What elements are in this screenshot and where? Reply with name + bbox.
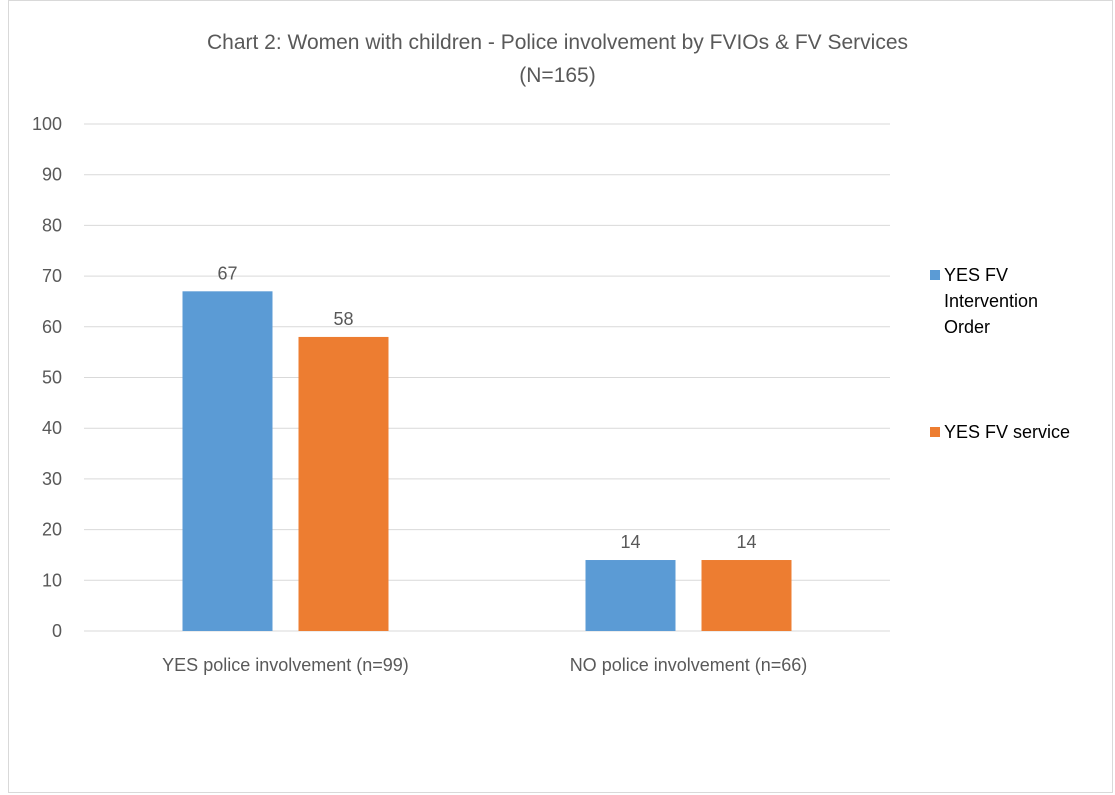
x-tick-label: NO police involvement (n=66) xyxy=(570,655,808,675)
data-label: 14 xyxy=(620,532,640,552)
y-tick-label: 20 xyxy=(42,520,62,540)
data-label: 58 xyxy=(333,309,353,329)
y-tick-label: 40 xyxy=(42,418,62,438)
legend-label-fv-service: YES FV service xyxy=(944,422,1071,442)
data-label: 14 xyxy=(736,532,756,552)
chart-subtitle: (N=165) xyxy=(519,64,596,87)
y-tick-label: 80 xyxy=(42,215,62,235)
y-tick-label: 10 xyxy=(42,570,62,590)
y-tick-label: 50 xyxy=(42,368,62,388)
legend-swatch-blue xyxy=(930,270,940,280)
legend-label-line: YES FV xyxy=(944,265,1009,285)
y-tick-label: 60 xyxy=(42,317,62,337)
x-tick-label: YES police involvement (n=99) xyxy=(162,655,409,675)
bar xyxy=(182,291,273,631)
legend-label-line: Order xyxy=(944,317,991,337)
bar xyxy=(298,336,389,631)
y-tick-label: 70 xyxy=(42,266,62,286)
legend-label-line: Intervention xyxy=(944,291,1039,311)
bar xyxy=(585,560,676,631)
y-tick-label: 0 xyxy=(52,621,62,641)
y-tick-label: 30 xyxy=(42,469,62,489)
chart-title: Chart 2: Women with children - Police in… xyxy=(206,31,909,54)
y-tick-label: 100 xyxy=(32,114,62,134)
y-tick-label: 90 xyxy=(42,165,62,185)
data-label: 67 xyxy=(217,263,237,283)
legend-swatch-orange xyxy=(930,427,940,437)
bar xyxy=(701,560,792,631)
legend-label-intervention-order: YES FV Intervention Order xyxy=(944,262,1104,340)
